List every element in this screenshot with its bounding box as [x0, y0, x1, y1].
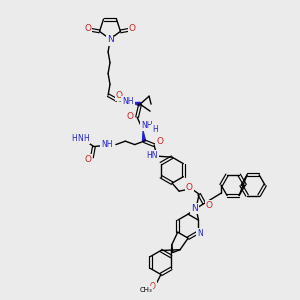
Text: O: O [206, 201, 213, 210]
Text: N: N [191, 204, 197, 213]
Text: H: H [71, 134, 77, 143]
Text: O: O [157, 137, 164, 146]
Text: O: O [84, 155, 92, 164]
Polygon shape [142, 131, 146, 141]
Text: NH: NH [101, 140, 112, 149]
Text: O: O [150, 282, 156, 291]
Text: O: O [186, 183, 193, 192]
Text: N: N [106, 35, 113, 44]
Text: CH₃: CH₃ [140, 287, 152, 293]
Text: NH: NH [122, 97, 134, 106]
Text: NH: NH [141, 121, 153, 130]
Text: O: O [127, 112, 134, 121]
Text: O: O [116, 91, 123, 100]
Text: HN: HN [146, 151, 158, 160]
Text: N: N [77, 134, 83, 143]
Text: O: O [84, 24, 91, 33]
Text: N: N [198, 229, 203, 238]
Text: H: H [83, 134, 89, 143]
Polygon shape [132, 102, 140, 106]
Text: H: H [152, 125, 158, 134]
Text: O: O [129, 24, 136, 33]
